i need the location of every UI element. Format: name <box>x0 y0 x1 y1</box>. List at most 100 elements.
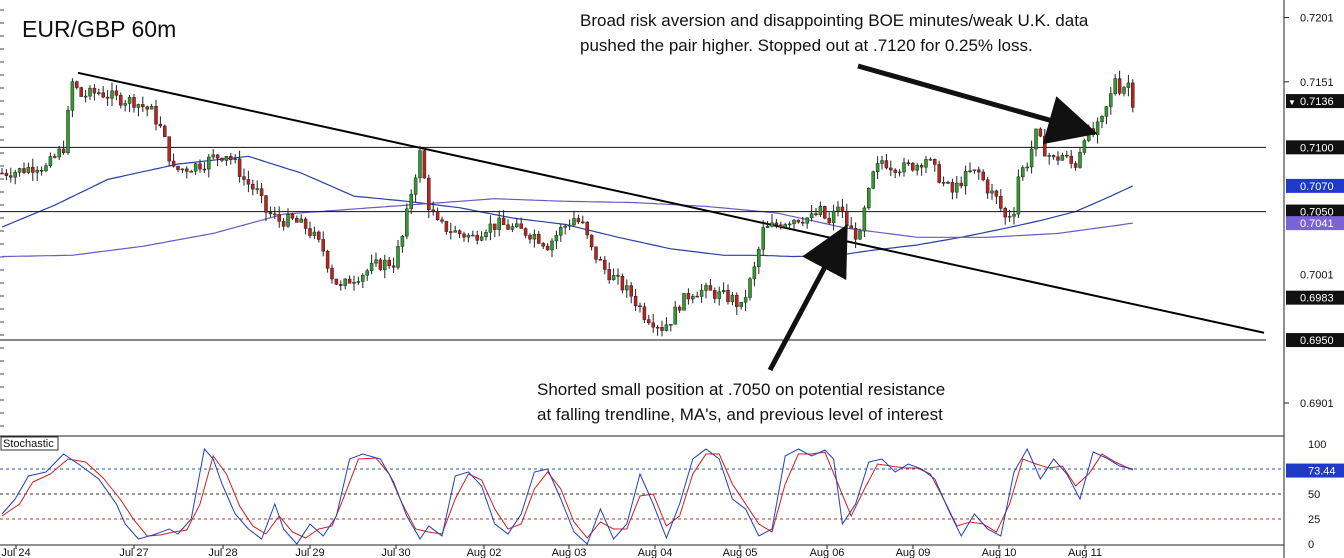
candle-down <box>334 278 339 285</box>
candle-up <box>757 249 761 268</box>
candle-down <box>303 218 308 229</box>
price-tick-label: 0.7151 <box>1300 77 1334 89</box>
stoch-label: Stochastic <box>3 438 54 450</box>
candle-down <box>31 166 35 173</box>
candle-down <box>677 306 682 311</box>
candle-up <box>717 291 721 299</box>
candle-up <box>972 169 977 172</box>
candle-up <box>673 306 677 325</box>
candle-down <box>796 219 801 223</box>
candle-up <box>17 168 22 173</box>
candle-down <box>281 221 286 227</box>
candle-up <box>312 231 317 236</box>
candlesticks <box>0 70 1135 337</box>
candle-up <box>515 223 519 227</box>
candle-down <box>823 206 827 219</box>
candle-up <box>924 159 928 168</box>
candle-up <box>1029 148 1034 168</box>
candle-up <box>88 87 92 97</box>
candle-up <box>831 210 836 223</box>
candle-down <box>708 285 713 291</box>
candle-up <box>343 278 347 286</box>
candle-down <box>827 217 831 223</box>
candle-up <box>963 171 968 187</box>
candle-up <box>902 162 906 173</box>
candle-down <box>985 179 990 194</box>
candle-up <box>361 274 365 282</box>
candle-down <box>779 224 783 228</box>
candle-up <box>1078 152 1082 168</box>
chart-title: EUR/GBP 60m <box>22 16 177 42</box>
candle-up <box>479 236 484 241</box>
candle-down <box>994 190 999 197</box>
annotation-bottom-line-2: at falling trendline, MA's, and previous… <box>537 405 943 424</box>
candle-down <box>1091 128 1095 136</box>
date-label: Aug 05 <box>723 547 758 558</box>
candle-down <box>616 275 620 277</box>
candle-up <box>149 106 154 110</box>
candle-down <box>1065 154 1069 157</box>
candle-down <box>61 148 66 153</box>
candle-down <box>633 295 638 307</box>
candle-up <box>110 90 114 99</box>
candle-up <box>664 324 669 331</box>
candle-down <box>528 235 532 240</box>
price-tag-bg <box>1286 290 1344 305</box>
candle-down <box>202 168 207 171</box>
candle-up <box>550 240 554 251</box>
price-tag-label: 0.7070 <box>1300 181 1334 193</box>
candle-up <box>739 301 743 307</box>
candle-up <box>1034 128 1038 150</box>
candle-down <box>339 284 343 286</box>
candle-up <box>1007 215 1012 218</box>
candle-down <box>814 213 818 216</box>
candle-up <box>871 171 875 189</box>
price-tick-label: 0.7001 <box>1300 270 1334 282</box>
current-marker-icon: ▼ <box>1288 98 1296 107</box>
candle-down <box>163 125 167 137</box>
candle-up <box>189 171 193 173</box>
candle-down <box>1073 163 1078 168</box>
annotation-bottom-line-1: Shorted small position at .7050 on poten… <box>537 380 946 399</box>
candle-down <box>9 175 13 178</box>
date-label: Jul 27 <box>119 547 148 558</box>
candle-down <box>735 294 739 307</box>
candle-down <box>4 172 9 176</box>
date-label: Aug 09 <box>896 547 931 558</box>
candle-down <box>977 169 981 173</box>
candle-down <box>317 231 321 240</box>
date-label: Aug 10 <box>982 547 1017 558</box>
candle-down <box>651 322 655 328</box>
arrow-to-stop-out <box>857 63 1098 145</box>
candle-down <box>598 259 603 261</box>
candle-down <box>946 182 950 184</box>
price-tag-bg <box>1286 204 1344 219</box>
candle-down <box>277 214 281 222</box>
stochastic-panel: Stochastic 100 50 25 0 73.44 <box>0 436 1344 551</box>
price-tag-bg <box>1286 94 1344 109</box>
candle-up <box>127 97 132 104</box>
candle-down <box>378 259 383 270</box>
candle-up <box>990 190 994 194</box>
candle-up <box>70 81 75 111</box>
candle-down <box>220 157 224 161</box>
candle-down <box>801 221 805 224</box>
candle-down <box>105 96 110 99</box>
moving-averages <box>1 155 1134 258</box>
candle-down <box>1051 155 1056 158</box>
candle-down <box>237 158 242 177</box>
price-tag-label: 0.6983 <box>1300 293 1334 305</box>
candle-up <box>1012 213 1016 217</box>
candle-down <box>1131 82 1135 108</box>
candle-up <box>66 110 70 153</box>
price-tag-bg <box>1286 140 1344 155</box>
candle-up <box>466 234 471 238</box>
candle-down <box>457 230 462 235</box>
candle-up <box>875 163 880 172</box>
candle-up <box>704 285 708 291</box>
candle-down <box>906 162 911 164</box>
candle-up <box>418 150 422 179</box>
price-tick-label: 0.7201 <box>1300 13 1334 25</box>
trendline <box>77 71 1265 334</box>
candle-down <box>893 169 897 173</box>
